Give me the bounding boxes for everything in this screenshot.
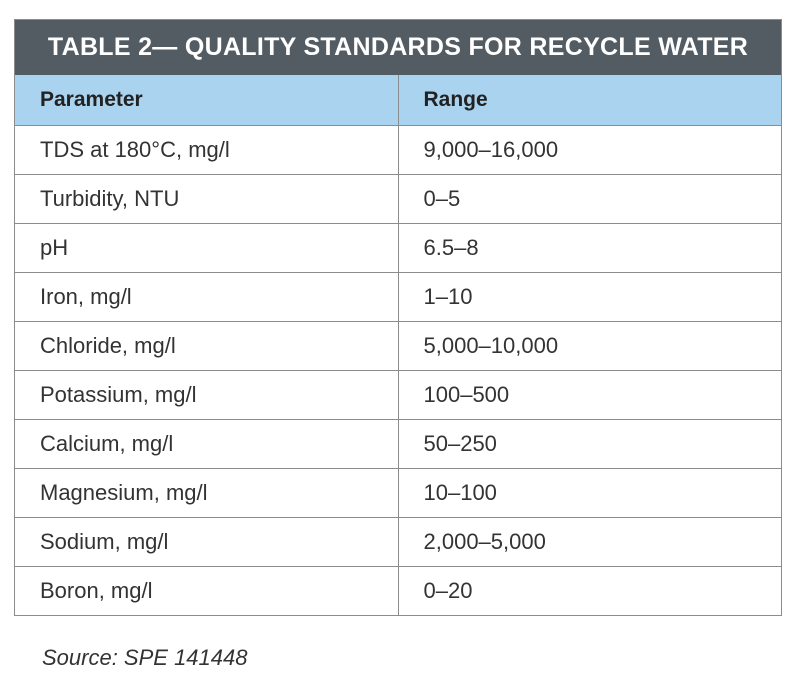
range-cell: 2,000–5,000	[398, 517, 781, 567]
table-row: TDS at 180°C, mg/l 9,000–16,000	[15, 125, 781, 175]
range-cell: 100–500	[398, 370, 781, 420]
data-table: Parameter Range TDS at 180°C, mg/l 9,000–…	[15, 75, 781, 615]
table-row: pH 6.5–8	[15, 223, 781, 273]
table-row: Calcium, mg/l 50–250	[15, 419, 781, 469]
table-title: TABLE 2— QUALITY STANDARDS FOR RECYCLE W…	[15, 20, 781, 75]
table-row: Potassium, mg/l 100–500	[15, 370, 781, 420]
parameter-cell: Boron, mg/l	[15, 566, 399, 615]
table-row: Turbidity, NTU 0–5	[15, 174, 781, 224]
table-row: Iron, mg/l 1–10	[15, 272, 781, 322]
parameter-cell: Calcium, mg/l	[15, 419, 399, 469]
column-header-range: Range	[398, 75, 781, 126]
quality-standards-table: TABLE 2— QUALITY STANDARDS FOR RECYCLE W…	[14, 19, 782, 616]
parameter-cell: pH	[15, 223, 399, 273]
range-cell: 1–10	[398, 272, 781, 322]
parameter-cell: Sodium, mg/l	[15, 517, 399, 567]
table-row: Sodium, mg/l 2,000–5,000	[15, 517, 781, 567]
table-row: Boron, mg/l 0–20	[15, 566, 781, 615]
parameter-cell: Iron, mg/l	[15, 272, 399, 322]
parameter-cell: Magnesium, mg/l	[15, 468, 399, 518]
table-row: Magnesium, mg/l 10–100	[15, 468, 781, 518]
range-cell: 9,000–16,000	[398, 125, 781, 175]
table-row: Chloride, mg/l 5,000–10,000	[15, 321, 781, 371]
parameter-cell: Turbidity, NTU	[15, 174, 399, 224]
range-cell: 50–250	[398, 419, 781, 469]
range-cell: 10–100	[398, 468, 781, 518]
range-cell: 0–20	[423, 578, 473, 603]
table-body: TDS at 180°C, mg/l 9,000–16,000 Turbidity,…	[15, 125, 781, 615]
column-header-parameter: Parameter	[15, 75, 399, 126]
range-cell: 5,000–10,000	[398, 321, 781, 371]
parameter-cell: TDS at 180°C, mg/l	[15, 125, 399, 175]
parameter-cell: Chloride, mg/l	[15, 321, 399, 371]
parameter-cell: Potassium, mg/l	[15, 370, 399, 420]
range-cell: 6.5–8	[398, 223, 781, 273]
header-row: Parameter Range	[15, 75, 781, 126]
source-note: Source: SPE 141448	[42, 645, 248, 670]
range-cell: 0–5	[398, 174, 781, 224]
